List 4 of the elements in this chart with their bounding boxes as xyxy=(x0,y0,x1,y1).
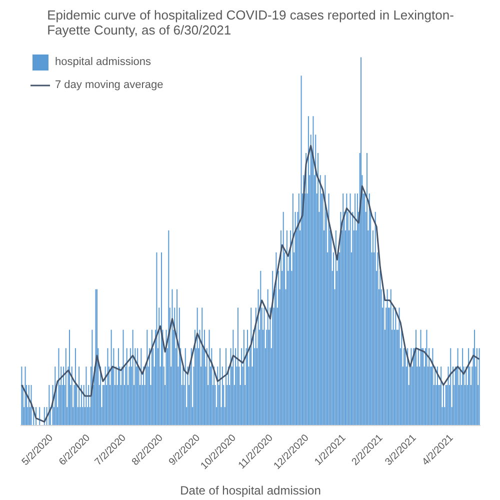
legend-label: 7 day moving average xyxy=(55,79,164,91)
legend-label: hospital admissions xyxy=(55,56,151,68)
chart-title: Epidemic curve of hospitalized COVID-19 cases reported in Lexington-Fayette County, as of 6/30/2021 xyxy=(47,8,454,38)
x-axis-title: Date of hospital admission xyxy=(180,484,321,498)
